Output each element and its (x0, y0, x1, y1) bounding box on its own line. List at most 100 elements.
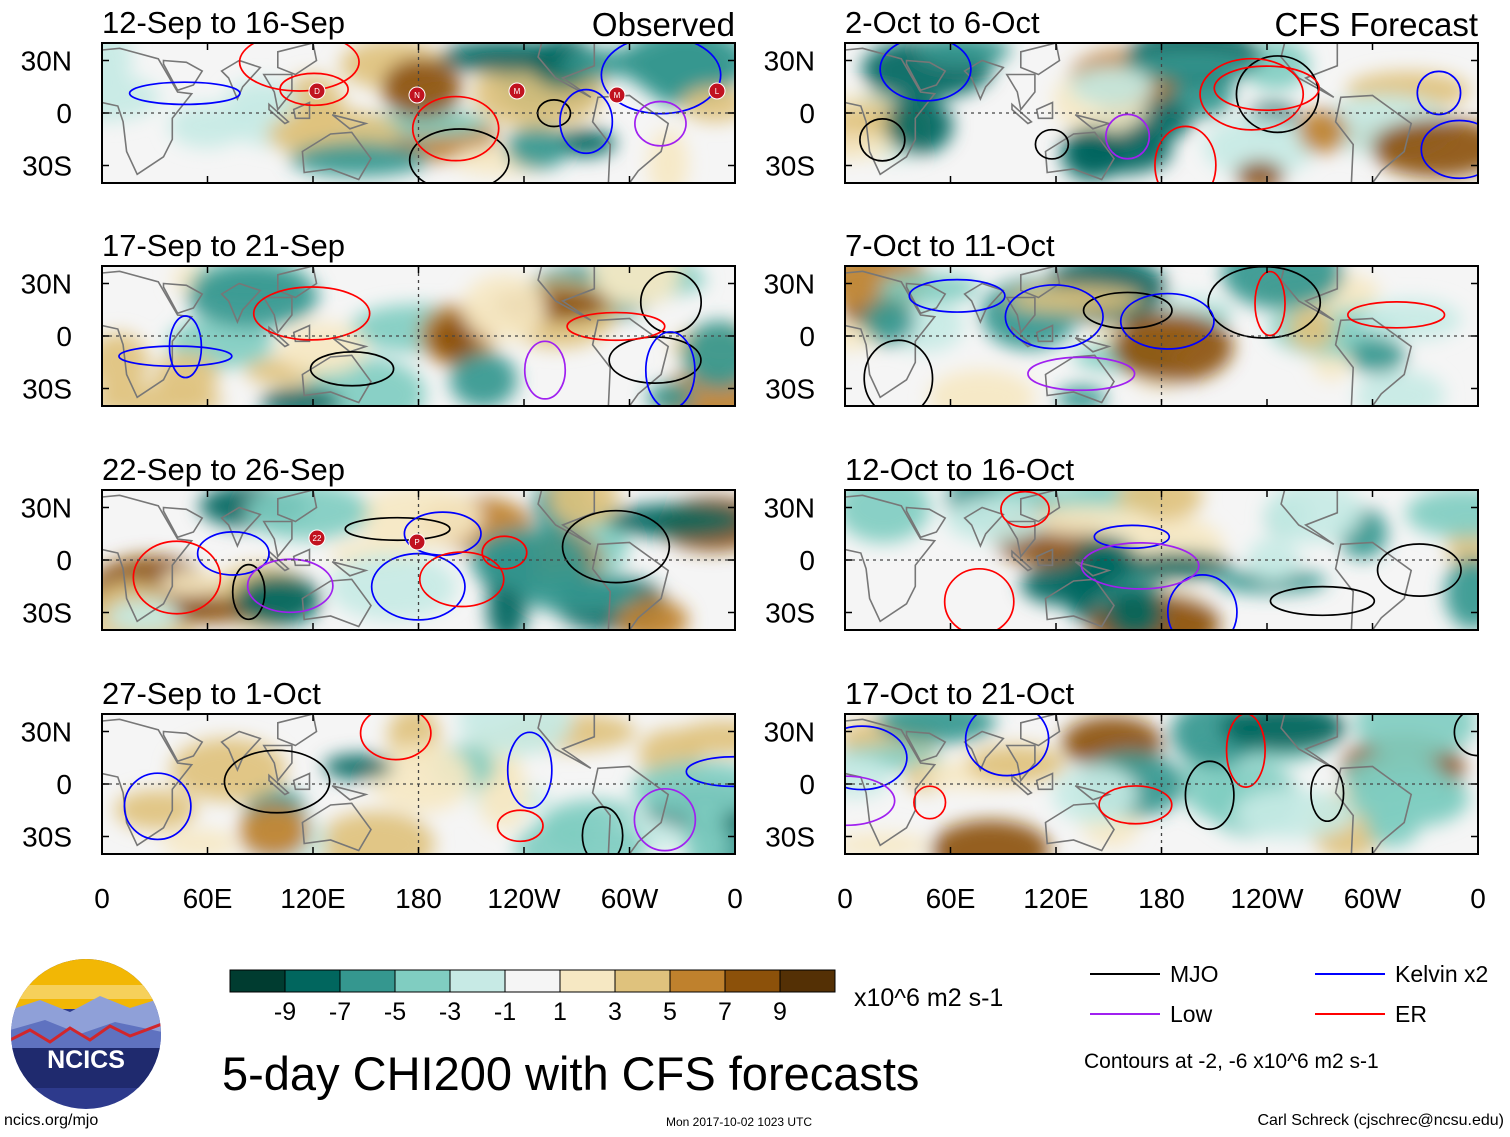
colorbar-swatch (394, 969, 451, 993)
contour-kelvin-x2 (964, 714, 1050, 777)
contour-kelvin-x2 (1119, 292, 1215, 350)
anomaly-blob (1111, 311, 1234, 383)
y-tick-label: 0 (799, 98, 815, 129)
contour-kelvin-x2 (845, 725, 908, 791)
colorbar-label: 1 (553, 998, 567, 1026)
contour-er (418, 551, 505, 608)
contour-kelvin-x2 (1420, 119, 1478, 180)
colorbar-label: 7 (718, 998, 732, 1026)
anomaly-blob (381, 58, 462, 118)
coastlines (845, 490, 1413, 630)
contour-kelvin-x2 (196, 531, 270, 576)
anomaly-blob (505, 126, 569, 170)
anomaly-blob (1354, 714, 1477, 759)
panel-3: 22 P 30N 0 30S 22-Sep to 26-Sep (21, 452, 736, 631)
contour-low (634, 100, 687, 147)
wave-contours (132, 509, 671, 621)
anomaly-blob (1348, 337, 1406, 374)
x-tick-label: 120W (487, 883, 561, 914)
colorbar-swatch (449, 969, 506, 993)
y-tick-label: 0 (799, 769, 815, 800)
y-tick-label: 0 (799, 545, 815, 576)
panel-title: 12-Sep to 16-Sep (102, 5, 345, 40)
coastlines (102, 490, 670, 630)
anomaly-blob (1024, 505, 1154, 536)
anomaly-blob (1247, 537, 1300, 582)
contour-er (496, 809, 544, 843)
x-tick-label: 0 (837, 883, 853, 914)
anomaly-blob (607, 503, 735, 538)
anomaly-blob (1220, 714, 1347, 752)
contour-kelvin-x2 (128, 81, 241, 106)
anomaly-blob (161, 829, 239, 854)
anomaly-blob (1371, 117, 1478, 178)
chi200-field (845, 43, 1478, 183)
footer-site[interactable]: ncics.org/mjo (4, 1112, 99, 1129)
anomaly-blob (927, 369, 1036, 406)
colorbar-label: -9 (274, 998, 296, 1026)
anomaly-blob (233, 574, 321, 627)
x-tick-label: 60E (183, 883, 233, 914)
contour-low (633, 787, 697, 852)
panel-4: 30N 0 30S 27-Sep to 1-Oct (21, 676, 736, 855)
anomaly-blob (1287, 307, 1335, 350)
anomaly-blob (845, 833, 930, 854)
anomaly-blob (289, 141, 430, 177)
legend-label: Kelvin x2 (1395, 961, 1488, 987)
contour-kelvin-x2 (168, 315, 203, 379)
colorbar-swatch (284, 969, 341, 993)
storm-marker: N (408, 86, 426, 104)
x-tick-label: 0 (1470, 883, 1486, 914)
storm-label: 22 (313, 534, 322, 543)
anomaly-blob (1125, 551, 1232, 580)
anomaly-blob (1020, 563, 1111, 606)
colorbar-swatch (779, 969, 836, 993)
anomaly-blob (430, 316, 478, 361)
anomaly-blob (674, 720, 735, 756)
colorbar-label: -5 (384, 998, 406, 1026)
contour-mjo (859, 118, 906, 162)
anomaly-blob (102, 332, 149, 393)
wave-contours (123, 714, 735, 854)
y-tick-label: 30S (22, 374, 72, 405)
y-tick-label: 30S (22, 598, 72, 629)
contour-er (1154, 125, 1217, 183)
colorbar-swatch (614, 969, 671, 993)
y-tick-label: 30N (21, 46, 72, 77)
anomaly-blob (277, 322, 368, 375)
panel-title: 17-Oct to 21-Oct (845, 676, 1075, 711)
anomaly-blob (1444, 556, 1478, 630)
x-tick-label: 60W (1344, 883, 1402, 914)
legend-label: MJO (1170, 961, 1219, 987)
anomaly-blob (1235, 160, 1285, 183)
panel-2: 30N 0 30S 17-Sep to 21-Sep (21, 228, 736, 407)
y-tick-label: 30S (765, 822, 815, 853)
contour-er (238, 43, 360, 92)
y-tick-label: 30N (21, 717, 72, 748)
contour-low (246, 558, 334, 614)
anomaly-blob (1105, 587, 1165, 630)
storm-marker: 22 (308, 529, 326, 547)
colorbar-label: 9 (773, 998, 787, 1026)
storm-marker: M (508, 82, 526, 100)
anomaly-blob (683, 804, 728, 854)
y-tick-label: 0 (56, 769, 72, 800)
panel-grid: D N M M L 30N 0 30S 12-Sep to 16-Sep 30N 0 30S 17-Se… (21, 5, 1479, 855)
wave-contours (859, 43, 1478, 183)
legend: MJO Kelvin x2 Low ER (1090, 961, 1488, 1027)
x-tick-label: 120E (1023, 883, 1088, 914)
anomaly-blob (154, 352, 219, 400)
storm-label: L (715, 87, 720, 96)
x-axis-left: 0 60E 120E 180 120W 60W 0 (94, 883, 743, 914)
contour-er (1225, 714, 1266, 788)
colorbar-label: 5 (663, 998, 677, 1026)
anomaly-blob (862, 298, 916, 345)
storm-marker: D (308, 82, 326, 100)
contour-kelvin-x2 (123, 772, 192, 841)
anomaly-blob (461, 274, 547, 342)
contour-er (359, 714, 432, 761)
contour-mjo (581, 806, 624, 854)
panel-title: 7-Oct to 11-Oct (845, 228, 1055, 263)
y-tick-label: 30S (765, 374, 815, 405)
